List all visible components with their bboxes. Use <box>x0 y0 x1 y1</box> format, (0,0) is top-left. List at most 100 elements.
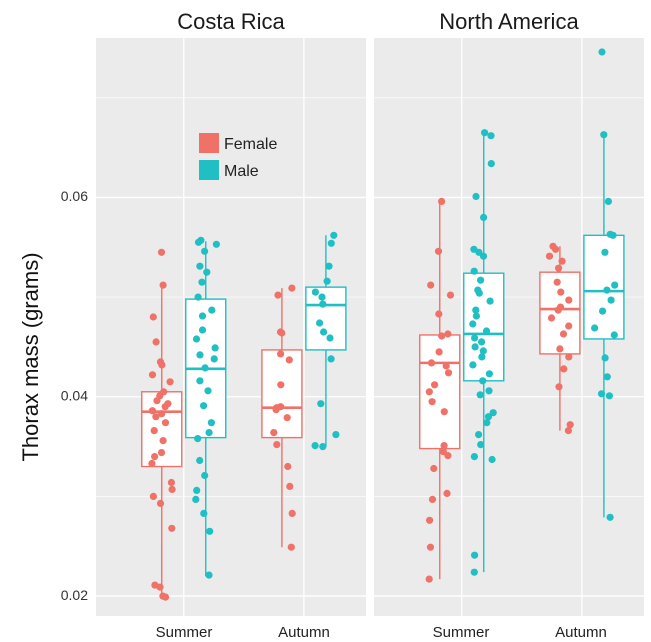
data-point <box>484 413 493 421</box>
data-point <box>161 419 170 427</box>
data-point <box>599 307 607 315</box>
data-point <box>316 319 324 327</box>
data-point <box>555 264 563 272</box>
data-point <box>149 313 157 321</box>
data-point <box>323 277 331 285</box>
data-point <box>552 245 560 253</box>
data-point <box>440 408 448 416</box>
data-point <box>325 262 333 270</box>
data-point <box>168 485 176 493</box>
data-point <box>597 390 606 398</box>
data-point <box>444 452 452 460</box>
data-point <box>196 262 204 270</box>
data-point <box>426 543 435 551</box>
data-point <box>330 231 338 239</box>
data-point <box>311 288 319 296</box>
data-point <box>603 373 611 381</box>
data-point <box>201 247 209 255</box>
data-point <box>471 343 479 351</box>
data-point <box>565 296 573 304</box>
data-point <box>565 322 573 330</box>
data-point <box>198 326 207 334</box>
x-tick-label-summer: Summer <box>156 624 213 641</box>
data-point <box>194 293 202 301</box>
data-point <box>285 356 293 364</box>
data-point <box>435 310 443 318</box>
y-axis-title: Thorax mass (grams) <box>18 252 43 461</box>
data-point <box>319 300 327 308</box>
data-point <box>488 455 496 464</box>
box <box>305 286 347 351</box>
data-point <box>469 361 477 369</box>
data-point <box>205 571 213 579</box>
data-point <box>159 281 167 289</box>
data-point <box>472 306 480 314</box>
data-point <box>156 583 164 591</box>
data-point <box>204 387 212 395</box>
data-point <box>479 377 487 385</box>
data-point <box>157 248 166 256</box>
data-point <box>288 284 296 292</box>
data-point <box>193 486 201 494</box>
data-point <box>547 314 556 322</box>
y-tick-label: 0.02 <box>61 587 88 603</box>
data-point <box>482 327 491 335</box>
data-point <box>471 551 479 559</box>
data-point <box>205 429 213 437</box>
data-point <box>478 353 486 361</box>
x-tick-label-autumn: Autumn <box>555 624 607 641</box>
box-group-north-america-autumn-male <box>583 48 625 521</box>
data-point <box>598 48 606 56</box>
data-point <box>201 471 209 480</box>
box-group-north-america-autumn-female <box>539 242 581 435</box>
data-point <box>475 431 483 439</box>
data-point <box>161 403 169 411</box>
data-point <box>277 350 285 358</box>
data-point <box>485 370 493 378</box>
data-point <box>444 369 453 377</box>
data-point <box>566 421 574 429</box>
data-point <box>435 348 443 356</box>
data-point <box>559 330 568 338</box>
data-point <box>327 239 335 247</box>
data-point <box>158 361 166 369</box>
data-point <box>609 231 617 239</box>
y-tick-label: 0.06 <box>61 188 88 204</box>
data-point <box>192 495 200 503</box>
data-point <box>472 192 480 201</box>
data-point <box>156 499 165 507</box>
data-point <box>444 330 452 338</box>
data-point <box>553 278 561 286</box>
data-point <box>427 359 436 367</box>
box-group-costa-rica-summer-female <box>141 248 183 601</box>
data-point <box>471 334 479 342</box>
data-point <box>318 293 326 301</box>
data-point <box>278 329 286 337</box>
data-point <box>274 291 282 299</box>
data-point <box>487 132 495 140</box>
data-point <box>485 387 493 395</box>
data-point <box>564 427 573 435</box>
data-point <box>431 381 439 389</box>
data-point <box>425 388 433 396</box>
data-point <box>284 462 292 471</box>
data-point <box>554 306 562 314</box>
data-point <box>270 429 278 437</box>
data-point <box>211 344 219 352</box>
data-point <box>470 267 478 275</box>
data-point <box>286 482 294 490</box>
box-group-costa-rica-autumn-male <box>305 231 347 451</box>
data-point <box>277 381 285 389</box>
data-point <box>196 351 204 359</box>
legend-swatch-female <box>199 133 219 153</box>
data-point <box>320 328 328 336</box>
data-point <box>470 568 478 576</box>
data-point <box>556 345 564 353</box>
data-point <box>601 354 609 362</box>
data-point <box>440 442 448 450</box>
data-point <box>558 257 566 265</box>
data-point <box>426 516 434 524</box>
data-point <box>487 160 495 168</box>
data-point <box>469 320 477 328</box>
